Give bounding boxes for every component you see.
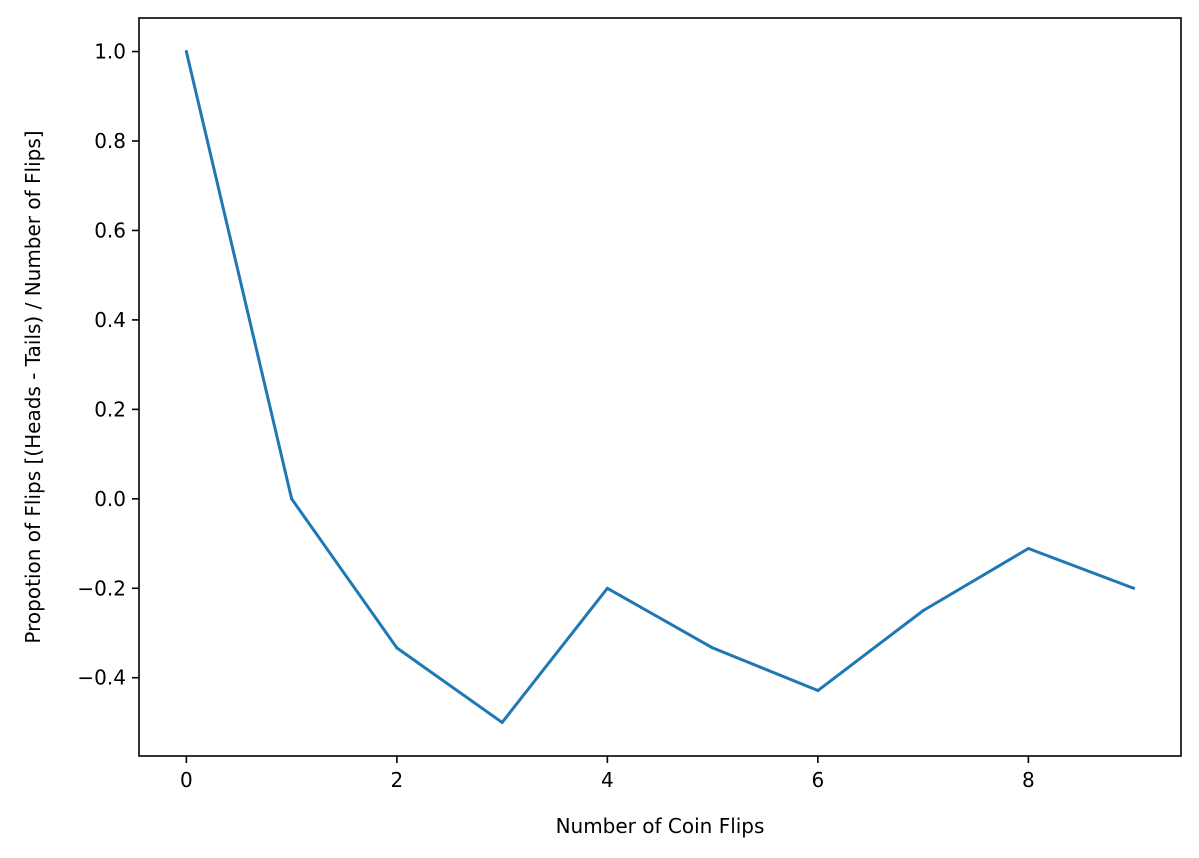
plot-frame [138, 17, 1182, 757]
data-point [816, 689, 820, 693]
data-point [605, 586, 609, 590]
series-line [184, 51, 1135, 724]
data-point [500, 720, 504, 724]
y-tick-label: 1.0 [94, 40, 126, 64]
data-point [921, 609, 925, 613]
y-tick-label: 0.8 [94, 129, 126, 153]
x-axis-label: Number of Coin Flips [556, 814, 765, 838]
data-point [395, 646, 399, 650]
data-point [290, 497, 294, 501]
x-tick-label: 4 [601, 768, 614, 792]
y-tick-label: 0.4 [94, 308, 126, 332]
x-tick-label: 0 [180, 768, 193, 792]
x-tick-label: 8 [1022, 768, 1035, 792]
y-tick-label: −0.4 [77, 666, 126, 690]
data-point [1026, 547, 1030, 551]
data-point [184, 50, 188, 54]
y-tick-label: 0.6 [94, 218, 126, 242]
y-axis-ticks: 1.0 0.8 0.6 0.4 0.2 0.0 −0.2 −0.4 [77, 40, 139, 690]
y-axis-label: Propotion of Flips [(Heads - Tails) / Nu… [21, 130, 45, 643]
y-tick-label: 0.2 [94, 397, 126, 421]
data-point [1132, 586, 1136, 590]
y-tick-label: −0.2 [77, 576, 126, 600]
series-layer [184, 50, 1136, 724]
y-tick-label: 0.0 [94, 487, 126, 511]
x-tick-label: 6 [812, 768, 825, 792]
x-tick-label: 2 [391, 768, 404, 792]
x-axis-ticks: 0 2 4 6 8 [180, 756, 1035, 792]
data-point [711, 646, 715, 650]
